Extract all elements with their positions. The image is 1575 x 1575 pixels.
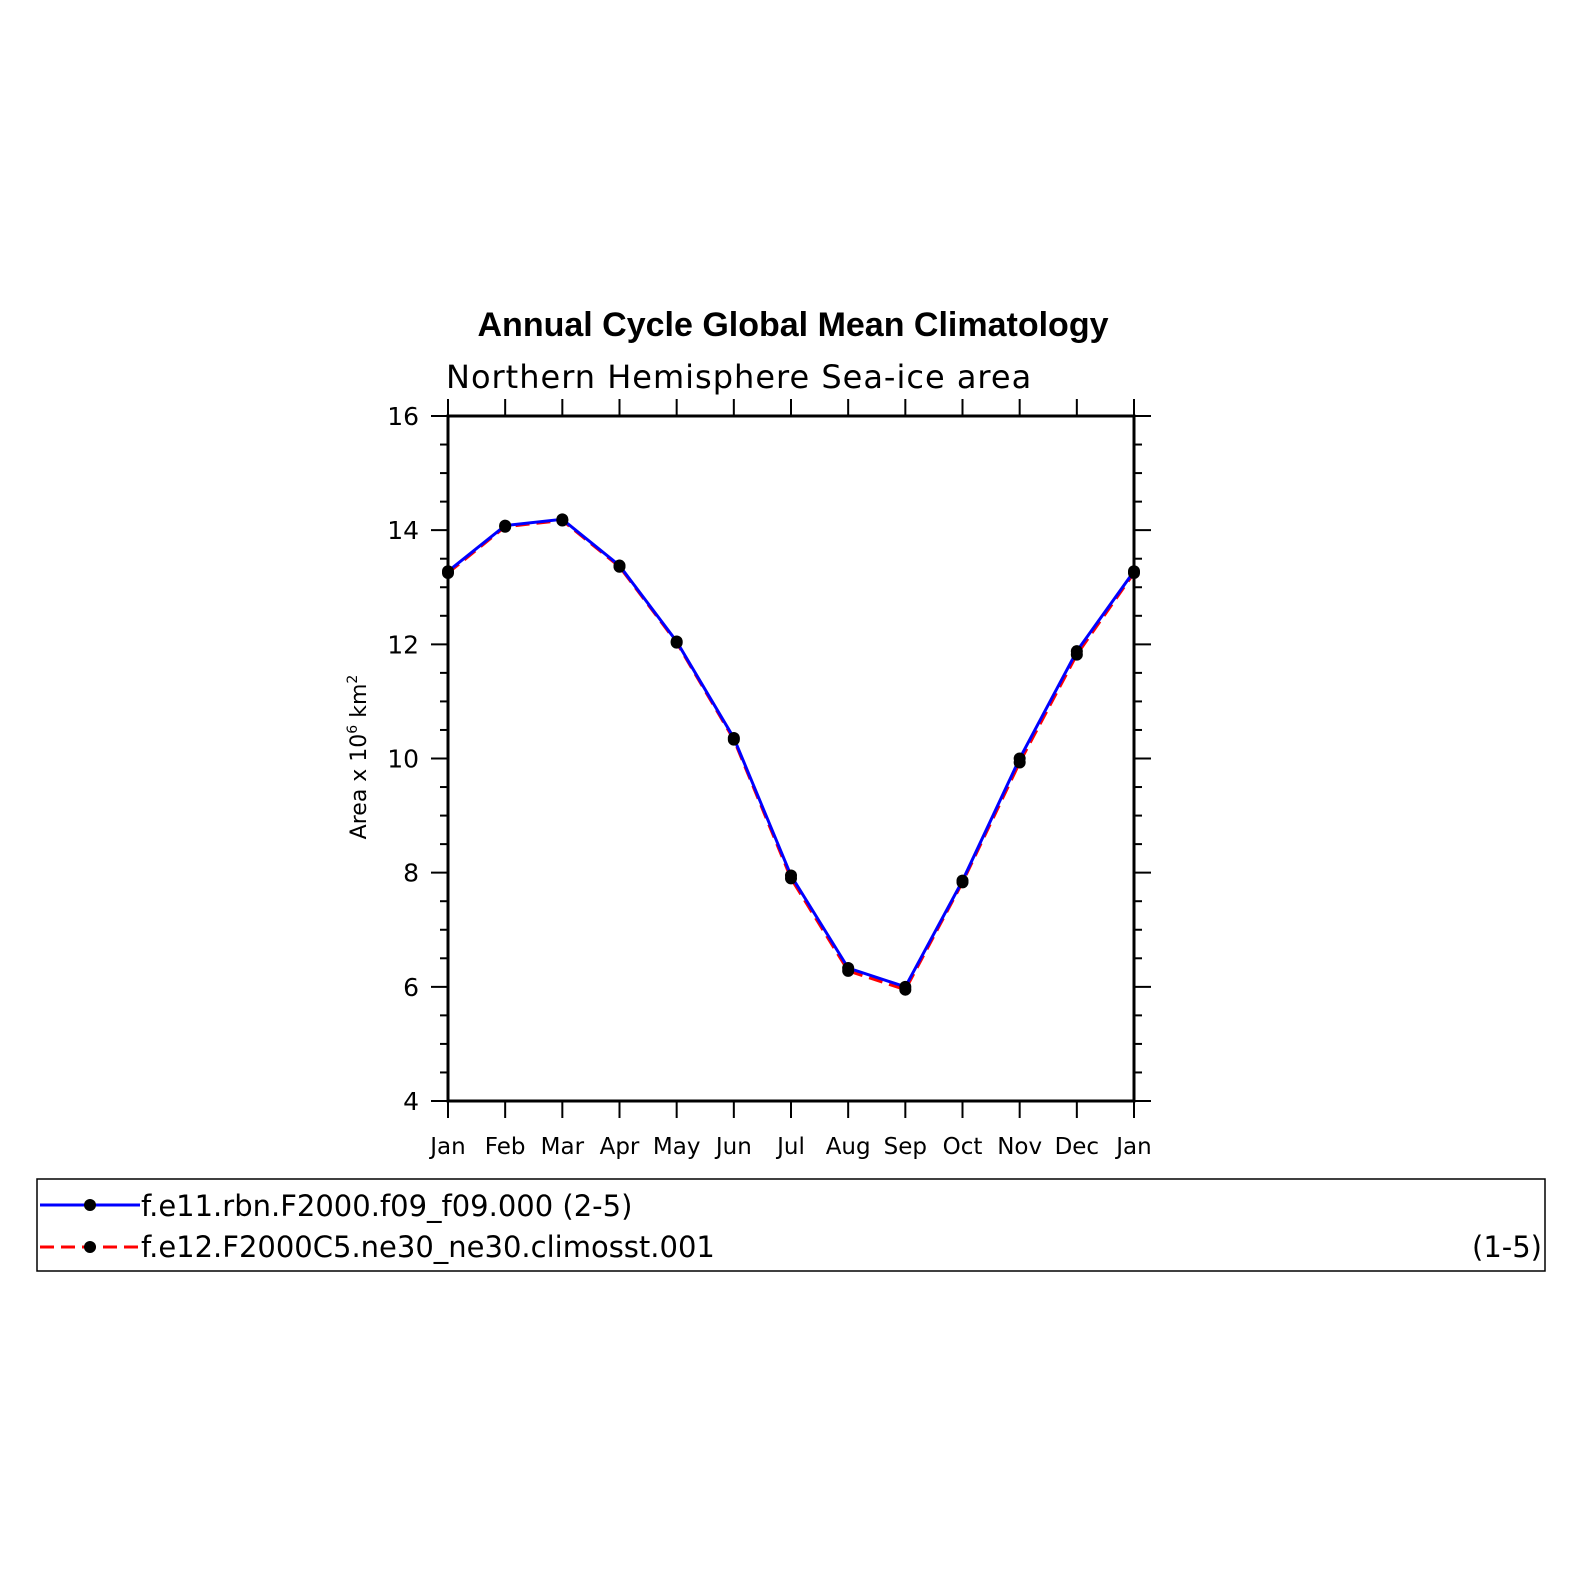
ylabel-unit: km <box>347 684 372 725</box>
ytick-label: 10 <box>387 745 419 774</box>
ylabel-sup1: 6 <box>345 725 361 734</box>
xtick-label: Jul <box>775 1134 805 1160</box>
plot-frame <box>446 414 1136 1103</box>
ytick-label: 4 <box>403 1087 419 1116</box>
ytick-label: 6 <box>403 973 419 1002</box>
series-line-1 <box>447 517 1136 989</box>
xtick-label: Sep <box>884 1134 927 1160</box>
xtick-label: May <box>653 1134 701 1160</box>
series-1-point <box>842 961 855 974</box>
legend-box <box>36 1178 1546 1272</box>
ytick-label: 16 <box>387 402 419 431</box>
series-1-point <box>442 565 454 578</box>
svg-text:Area x 106 km2: Area x 106 km2 <box>345 675 372 840</box>
series-line-2 <box>447 518 1136 992</box>
xtick-label: Jun <box>714 1134 752 1160</box>
series-1-point <box>670 635 683 648</box>
series-1-point <box>899 980 912 993</box>
xtick-label: Oct <box>943 1134 983 1160</box>
series-group <box>442 513 1140 996</box>
series-1-point <box>727 731 740 744</box>
series-1-point <box>1128 565 1140 578</box>
legend: f.e11.rbn.F2000.f09_f09.000 (2-5) f.e12.… <box>36 1178 1546 1272</box>
y-axis-label: Area x 106 km2 <box>345 675 372 840</box>
series-1-point <box>556 513 569 526</box>
xtick-label: Jan <box>428 1134 465 1160</box>
series-1-point <box>613 559 626 572</box>
legend-range-series-2: (1-5) <box>1472 1230 1542 1264</box>
ylabel-text: Area x 10 <box>347 734 372 840</box>
ytick-label: 8 <box>403 859 419 888</box>
chart-title: Annual Cycle Global Mean Climatology <box>478 306 1109 344</box>
x-tick-labels: Jan Feb Mar Apr May Jun Jul Aug Sep Oct Nov Dec Jan <box>428 1134 1151 1160</box>
legend-marker-series-2 <box>84 1241 96 1253</box>
xtick-label: Feb <box>485 1134 526 1160</box>
series-1-point <box>1013 752 1026 765</box>
chart-subtitle: Northern Hemisphere Sea-ice area <box>446 358 1032 396</box>
series-1-point <box>785 869 797 882</box>
legend-range-series-1: (2-5) <box>562 1189 632 1223</box>
legend-name-series-2: f.e12.F2000C5.ne30_ne30.climosst.001 <box>141 1230 715 1264</box>
xtick-label: Aug <box>826 1134 871 1160</box>
xtick-label: Jan <box>1114 1134 1151 1160</box>
legend-marker-series-1 <box>84 1199 96 1211</box>
axis-ticks <box>431 399 1151 1118</box>
y-tick-labels: 4 6 8 10 12 14 16 <box>387 402 419 1116</box>
series-1-point <box>499 519 512 532</box>
series-1-point <box>956 874 969 887</box>
ytick-label: 12 <box>387 630 419 659</box>
xtick-label: Apr <box>600 1134 640 1160</box>
ytick-label: 14 <box>387 516 419 545</box>
xtick-label: Dec <box>1055 1134 1100 1160</box>
xtick-label: Mar <box>541 1134 585 1160</box>
legend-label-series-1: f.e11.rbn.F2000.f09_f09.000 (2-5) <box>141 1189 632 1223</box>
xtick-label: Nov <box>997 1134 1042 1160</box>
legend-name-series-1: f.e11.rbn.F2000.f09_f09.000 <box>141 1189 553 1223</box>
ylabel-sup2: 2 <box>345 675 361 684</box>
series-1-point <box>1070 645 1083 658</box>
